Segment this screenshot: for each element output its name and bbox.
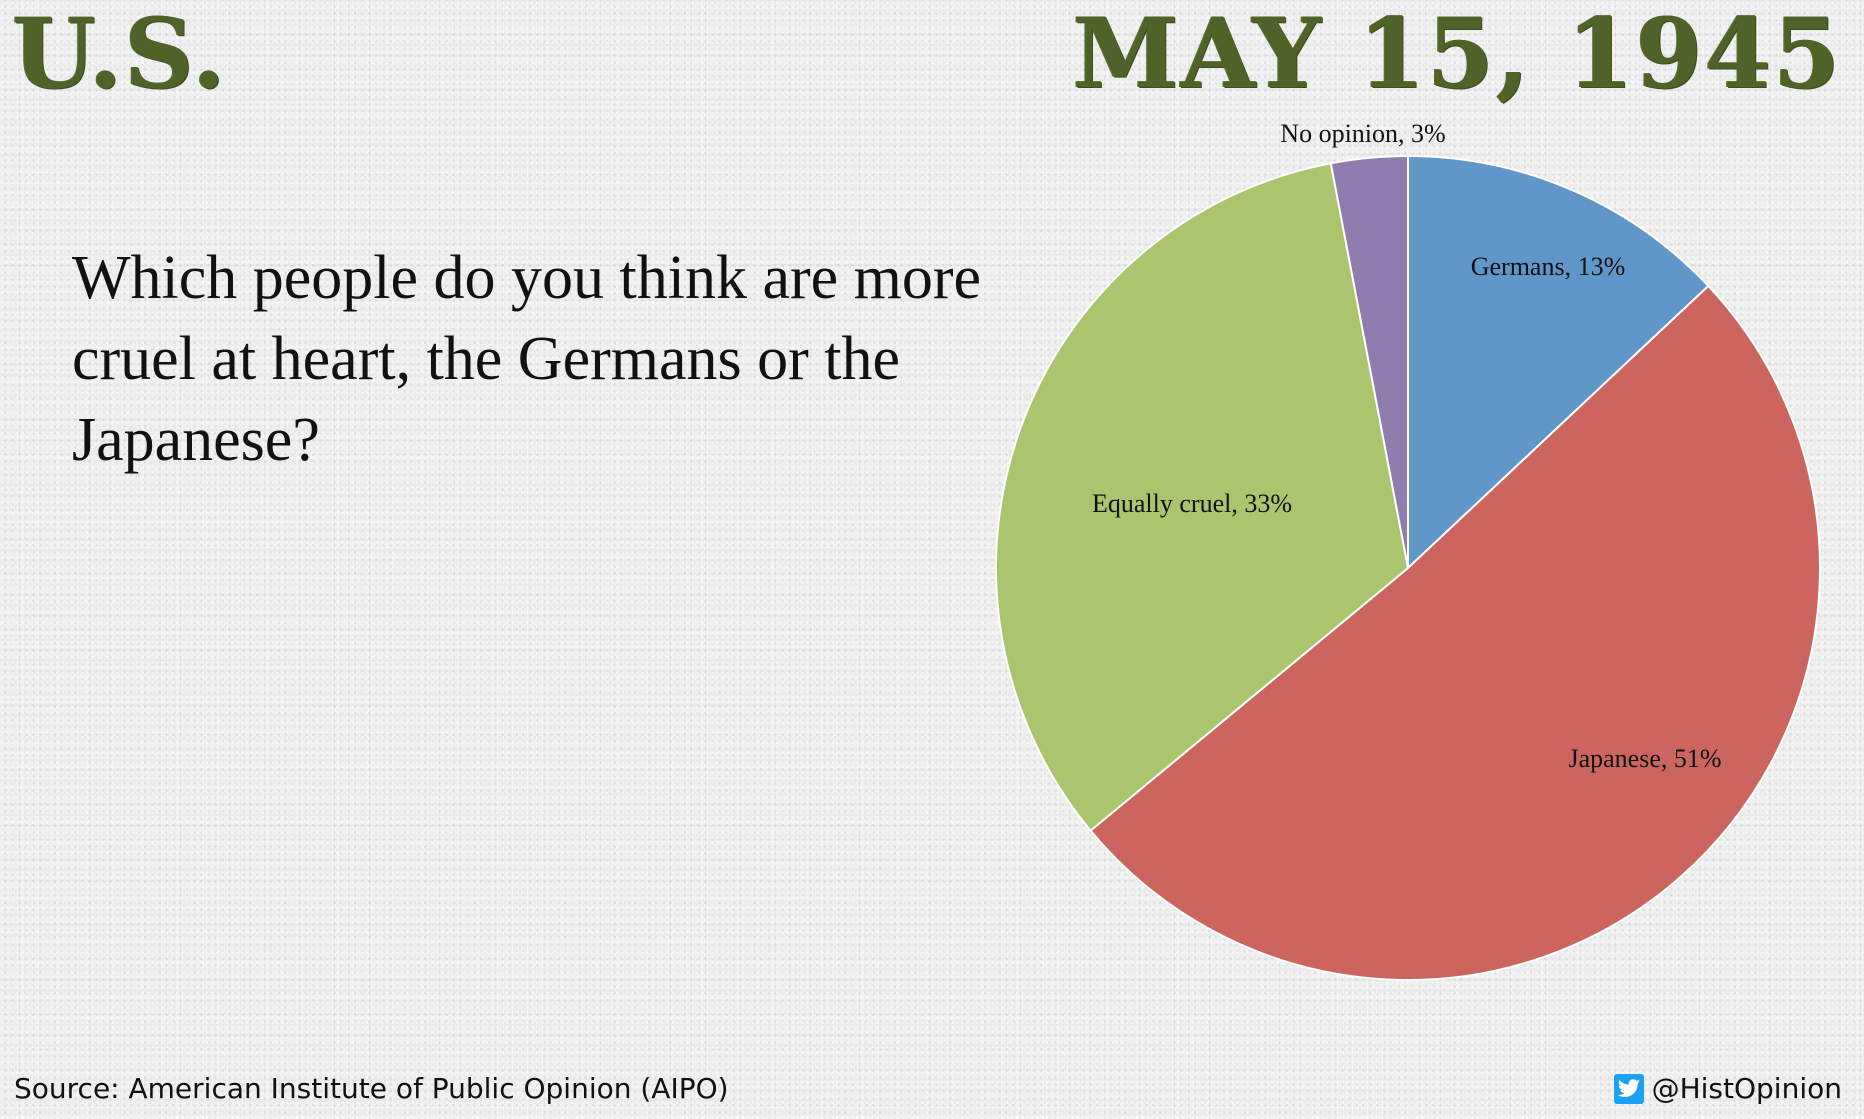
pie-slice-equally-cruel — [995, 162, 1410, 833]
pie-slice-germans — [1407, 154, 1710, 571]
pie-slice-no-opinion — [1329, 154, 1409, 569]
pie-slices — [995, 154, 1821, 981]
credit[interactable]: @HistOpinion — [1613, 1072, 1842, 1105]
pie-slice-japanese — [1089, 284, 1821, 981]
pie-label-japanese: Japanese, 51% — [1568, 744, 1721, 773]
region-title: U.S. — [12, 0, 228, 110]
twitter-handle[interactable]: @HistOpinion — [1651, 1072, 1842, 1105]
pie-labels: Germans, 13% Japanese, 51% Equally cruel, … — [1092, 120, 1722, 773]
survey-question: Which people do you think are more cruel… — [72, 244, 982, 474]
source-note: Source: American Institute of Public Opi… — [14, 1072, 729, 1105]
date-title: MAY 15, 1945 — [1072, 0, 1842, 110]
pie-label-no-opinion: No opinion, 3% — [1280, 120, 1445, 148]
twitter-bird-icon — [1613, 1073, 1644, 1104]
pie-label-germans: Germans, 13% — [1471, 252, 1626, 281]
pie-label-equally-cruel: Equally cruel, 33% — [1092, 489, 1292, 518]
pie-chart: Germans, 13% Japanese, 51% Equally cruel, … — [995, 120, 1821, 981]
